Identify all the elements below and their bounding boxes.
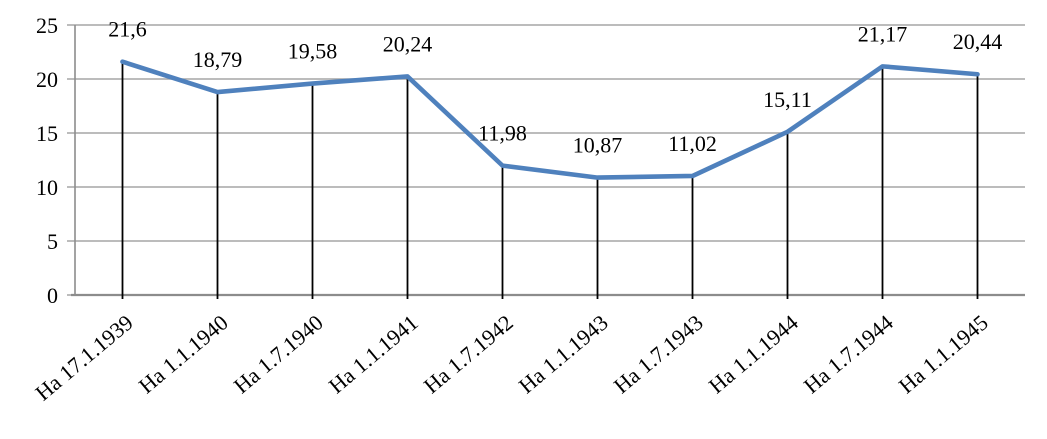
y-axis-tick-label: 5 (47, 229, 58, 254)
data-point-label: 11,98 (478, 121, 527, 146)
x-axis-category-label: На 1.1.1940 (134, 310, 233, 399)
data-point-label: 20,44 (953, 29, 1003, 54)
x-axis-category-label: На 1.7.1940 (229, 310, 328, 399)
x-axis-category-label: На 1.1.1944 (704, 310, 803, 399)
x-axis-category-label: На 1.7.1942 (419, 310, 518, 399)
x-axis-category-label: На 17.1.1939 (30, 310, 137, 406)
data-point-label: 20,24 (383, 31, 433, 56)
data-point-label: 11,02 (668, 131, 717, 156)
drop-lines-group (121, 61, 979, 299)
series-line (120, 59, 980, 180)
y-axis-tick-label: 0 (47, 283, 58, 308)
labels-group: 0 5 10 15 20 25 21,6 На 17.1.1939 18,79 На 1.1.19… (30, 13, 1002, 405)
axes-group (71, 25, 1025, 297)
y-axis-tick-label: 15 (36, 121, 58, 146)
x-axis-category-label: На 1.7.1943 (609, 310, 708, 399)
data-point-label: 21,6 (108, 17, 147, 42)
data-point-label: 15,11 (763, 87, 812, 112)
y-axis-tick-label: 10 (36, 175, 58, 200)
x-axis-category-label: На 1.1.1945 (894, 310, 993, 399)
x-axis-category-label: На 1.1.1941 (324, 310, 423, 399)
y-axis-tick-label: 25 (36, 13, 58, 38)
data-point-label: 21,17 (858, 21, 908, 46)
y-axis-tick-label: 20 (36, 67, 58, 92)
data-point-label: 18,79 (193, 47, 243, 72)
x-axis-category-label: На 1.7.1944 (799, 310, 898, 399)
x-axis-category-label: На 1.1.1943 (514, 310, 613, 399)
data-point-label: 19,58 (288, 39, 338, 64)
data-point-label: 10,87 (573, 133, 623, 158)
series-group (120, 59, 980, 180)
